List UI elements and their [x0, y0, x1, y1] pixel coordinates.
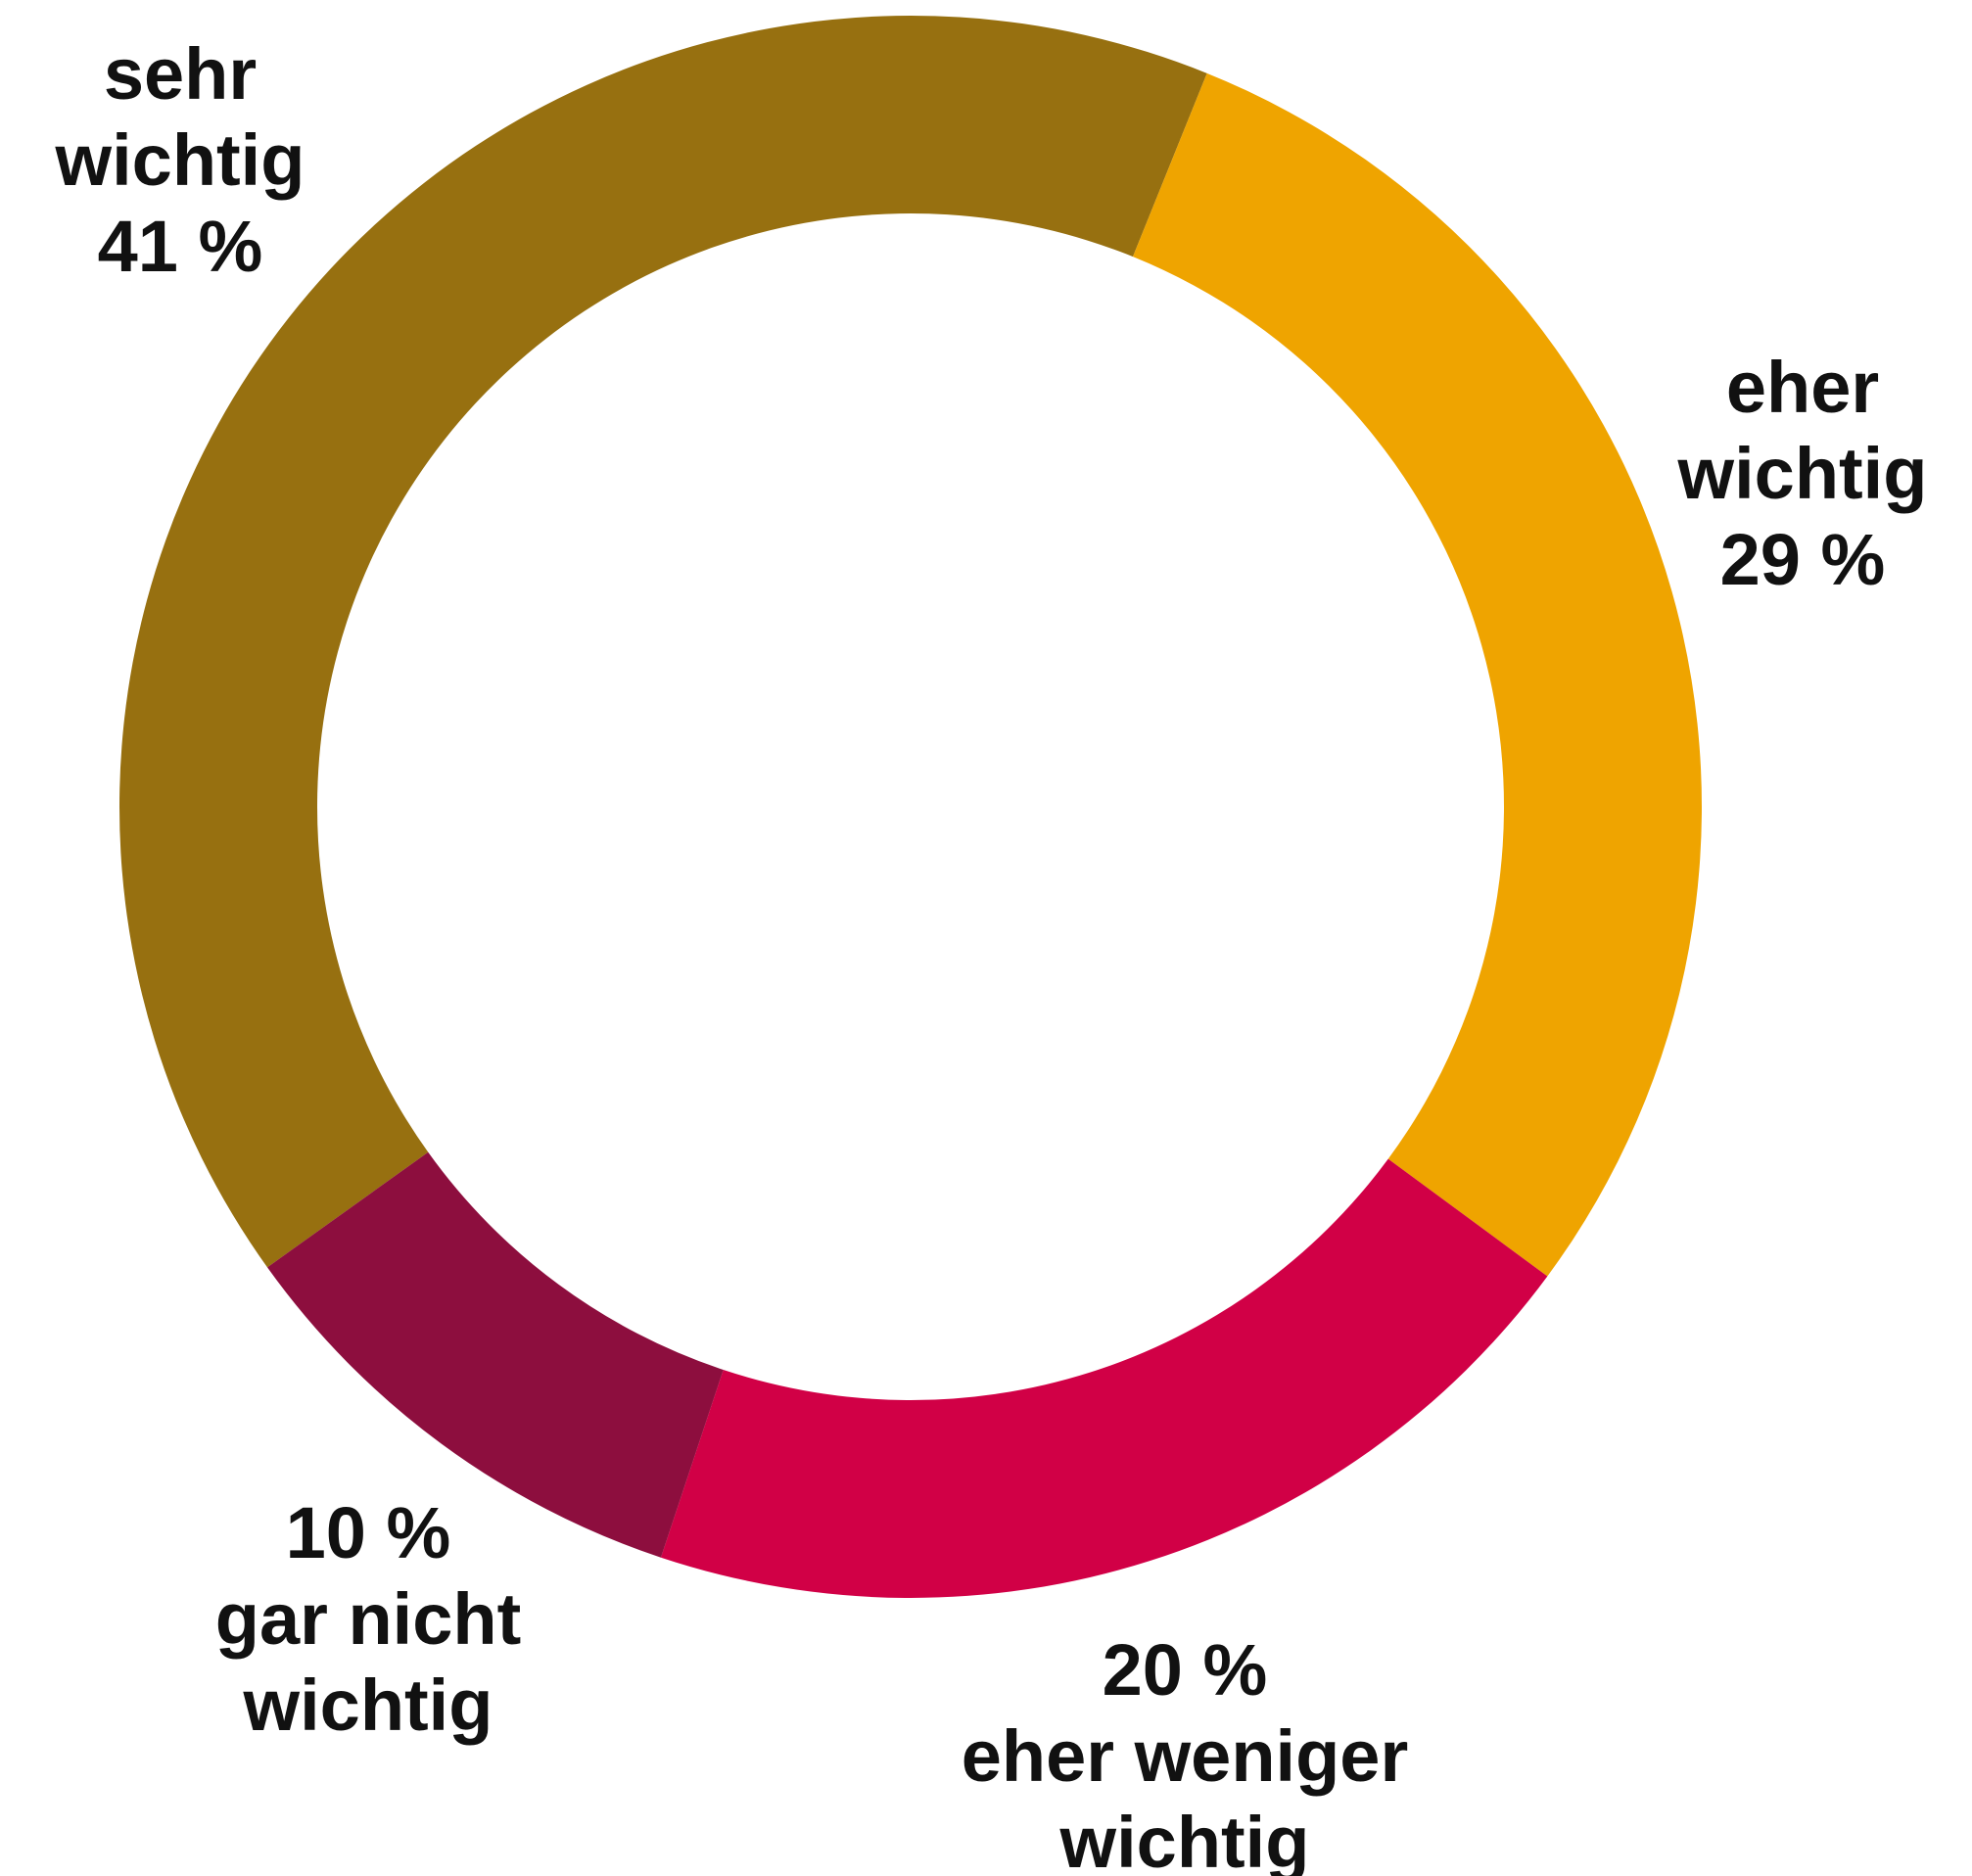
category-label: eher weniger wichtig	[961, 1715, 1409, 1876]
value-label: 10 %	[285, 1492, 451, 1573]
donut-segment	[1133, 72, 1703, 1277]
donut-segment	[119, 15, 1207, 1268]
value-label: 41 %	[97, 206, 263, 287]
segment-label: 10 % gar nicht wichtig	[192, 1490, 544, 1749]
segment-label: sehr wichtig 41 %	[33, 31, 327, 290]
donut-segment	[267, 1151, 724, 1558]
value-label: 20 %	[1102, 1629, 1268, 1711]
segment-label: 20 % eher weniger wichtig	[920, 1627, 1449, 1876]
category-label: eher wichtig	[1677, 347, 1928, 514]
category-label: gar nicht wichtig	[214, 1578, 522, 1746]
value-label: 29 %	[1719, 519, 1886, 600]
segment-label: eher wichtig 29 %	[1656, 345, 1949, 603]
category-label: sehr wichtig	[55, 33, 305, 201]
donut-segment	[660, 1158, 1548, 1598]
